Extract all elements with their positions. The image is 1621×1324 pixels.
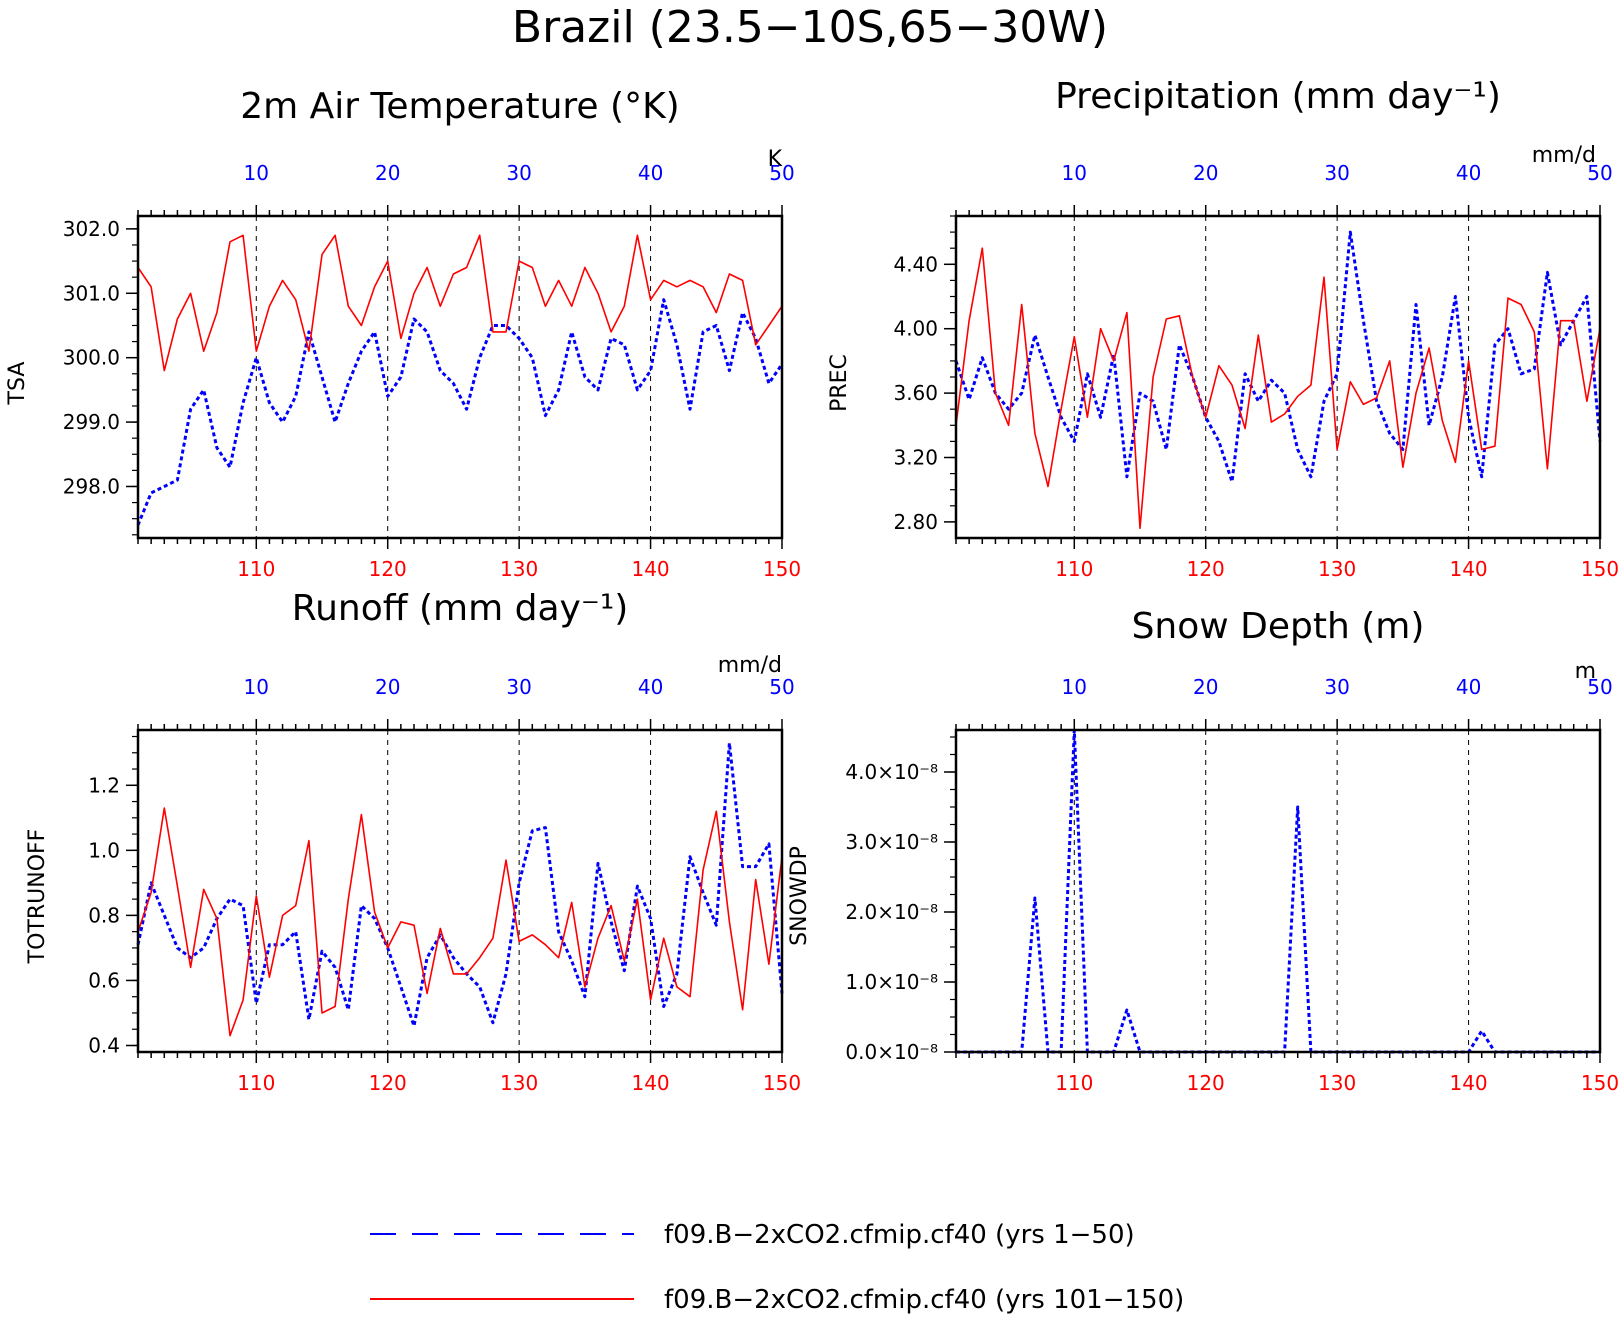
y-tick-label: 0.4 <box>88 1033 120 1057</box>
x-tick-label-top: 50 <box>769 161 794 185</box>
y-tick-label: 2.80 <box>893 510 938 534</box>
y-tick-label: 299.0 <box>63 410 120 434</box>
series-line-experiment <box>955 247 1601 530</box>
y-axis-label-prec: PREC <box>827 354 852 412</box>
x-tick-label-bottom: 120 <box>1187 557 1225 581</box>
x-tick-label-bottom: 130 <box>1318 557 1356 581</box>
x-tick-label-top: 10 <box>1062 161 1087 185</box>
y-tick-label: 301.0 <box>63 281 120 305</box>
x-tick-label-bottom: 140 <box>631 557 669 581</box>
x-tick-label-bottom: 150 <box>763 557 801 581</box>
plot-area-runoff: 110 120 130 140 150 10 20 30 40 50 0.4 0.6 0.8 1.0 1.2 <box>88 675 801 1095</box>
legend: f09.B−2xCO2.cfmip.cf40 (yrs 1−50) f09.B−… <box>370 1220 1184 1315</box>
panel-title-prec: Precipitation (mm day⁻¹) <box>1055 76 1501 117</box>
y-tick-label: 4.0×10⁻⁸ <box>845 760 938 784</box>
x-tick-label-top: 30 <box>1324 675 1349 699</box>
plot-frame <box>136 214 784 540</box>
series-line-control <box>956 728 1600 1054</box>
plot-area-prec: 110 120 130 140 150 10 20 30 40 50 2.80 3.20 3.60 4.0… <box>893 161 1619 581</box>
unit-label-prec: mm/d <box>1532 143 1596 168</box>
x-tick-label-top: 10 <box>244 161 269 185</box>
x-tick-label-bottom: 140 <box>1449 557 1487 581</box>
plot-area-tsa: 110 120 130 140 150 10 20 30 40 50 298.0 299.0 300.0… <box>63 161 801 581</box>
plot-frame <box>954 214 1602 540</box>
series-line-experiment <box>137 807 783 1037</box>
panel-title-tsa: 2m Air Temperature (°K) <box>240 86 679 127</box>
legend-label-control: f09.B−2xCO2.cfmip.cf40 (yrs 1−50) <box>664 1220 1135 1250</box>
y-tick-label: 3.20 <box>893 446 938 470</box>
x-tick-label-bottom: 150 <box>763 1071 801 1095</box>
plot-area-snowdp: 110 120 130 140 150 10 20 30 40 50 0.0×10⁻⁸ 1.0×10⁻… <box>845 675 1619 1095</box>
x-tick-label-bottom: 130 <box>1318 1071 1356 1095</box>
x-tick-label-bottom: 140 <box>1449 1071 1487 1095</box>
y-tick-label: 2.0×10⁻⁸ <box>845 900 938 924</box>
panel-runoff: Runoff (mm day⁻¹) mm/d TOTRUNOFF 110 120 1… <box>25 588 801 1095</box>
y-tick-label: 3.60 <box>893 381 938 405</box>
x-tick-label-bottom: 110 <box>237 1071 275 1095</box>
x-tick-label-bottom: 110 <box>1055 557 1093 581</box>
x-tick-label-top: 40 <box>638 161 663 185</box>
y-tick-label: 0.6 <box>88 968 120 992</box>
legend-label-experiment: f09.B−2xCO2.cfmip.cf40 (yrs 101−150) <box>664 1285 1184 1315</box>
x-tick-label-top: 30 <box>506 161 531 185</box>
plot-frame <box>136 728 784 1054</box>
plot-frame <box>954 728 1602 1054</box>
x-tick-label-top: 10 <box>1062 675 1087 699</box>
x-tick-label-bottom: 130 <box>500 557 538 581</box>
y-tick-label: 4.40 <box>893 252 938 276</box>
x-tick-label-bottom: 150 <box>1581 1071 1619 1095</box>
y-tick-label: 1.0×10⁻⁸ <box>845 970 938 994</box>
series-line-control <box>954 230 1602 484</box>
x-tick-label-top: 50 <box>1587 161 1612 185</box>
x-tick-label-bottom: 110 <box>1055 1071 1093 1095</box>
unit-label-runoff: mm/d <box>718 653 782 678</box>
y-axis-label-snowdp: SNOWDP <box>787 846 812 946</box>
series-line-control <box>136 741 784 1028</box>
x-tick-label-top: 50 <box>1587 675 1612 699</box>
x-tick-label-top: 20 <box>1193 675 1218 699</box>
unit-label-tsa: K <box>768 147 783 172</box>
x-tick-label-bottom: 130 <box>500 1071 538 1095</box>
x-tick-label-top: 40 <box>1456 161 1481 185</box>
x-tick-label-top: 30 <box>506 675 531 699</box>
panel-title-snowdp: Snow Depth (m) <box>1132 606 1425 647</box>
panel-tsa: 2m Air Temperature (°K) K TSA 110 120 130 1… <box>5 86 801 581</box>
x-tick-label-top: 40 <box>1456 675 1481 699</box>
panel-prec: Precipitation (mm day⁻¹) mm/d PREC 110 12… <box>827 76 1619 581</box>
y-tick-label: 3.0×10⁻⁸ <box>845 830 938 854</box>
x-tick-label-bottom: 120 <box>369 1071 407 1095</box>
y-tick-label: 300.0 <box>63 346 120 370</box>
x-tick-label-bottom: 140 <box>631 1071 669 1095</box>
y-tick-label: 4.00 <box>893 317 938 341</box>
x-tick-label-bottom: 120 <box>1187 1071 1225 1095</box>
y-axis-label-tsa: TSA <box>5 362 30 406</box>
y-tick-label: 1.2 <box>88 773 120 797</box>
panel-title-runoff: Runoff (mm day⁻¹) <box>292 588 629 629</box>
x-tick-label-top: 20 <box>1193 161 1218 185</box>
x-tick-label-bottom: 120 <box>369 557 407 581</box>
x-tick-label-top: 10 <box>244 675 269 699</box>
x-tick-label-top: 20 <box>375 161 400 185</box>
x-tick-label-top: 30 <box>1324 161 1349 185</box>
y-tick-label: 0.8 <box>88 903 120 927</box>
x-tick-label-bottom: 110 <box>237 557 275 581</box>
unit-label-snowdp: m <box>1575 659 1596 684</box>
y-tick-label: 1.0 <box>88 838 120 862</box>
x-tick-label-top: 40 <box>638 675 663 699</box>
series-line-control <box>136 298 784 526</box>
x-tick-label-top: 20 <box>375 675 400 699</box>
series-line-experiment <box>137 234 783 372</box>
y-tick-label: 0.0×10⁻⁸ <box>845 1040 938 1064</box>
x-tick-label-top: 50 <box>769 675 794 699</box>
x-tick-label-bottom: 150 <box>1581 557 1619 581</box>
figure-title: Brazil (23.5−10S,65−30W) <box>512 2 1108 53</box>
y-axis-label-runoff: TOTRUNOFF <box>25 829 50 965</box>
y-tick-label: 302.0 <box>63 217 120 241</box>
panel-snowdp: Snow Depth (m) m SNOWDP 110 120 130 140 1501… <box>787 606 1619 1095</box>
y-tick-label: 298.0 <box>63 474 120 498</box>
